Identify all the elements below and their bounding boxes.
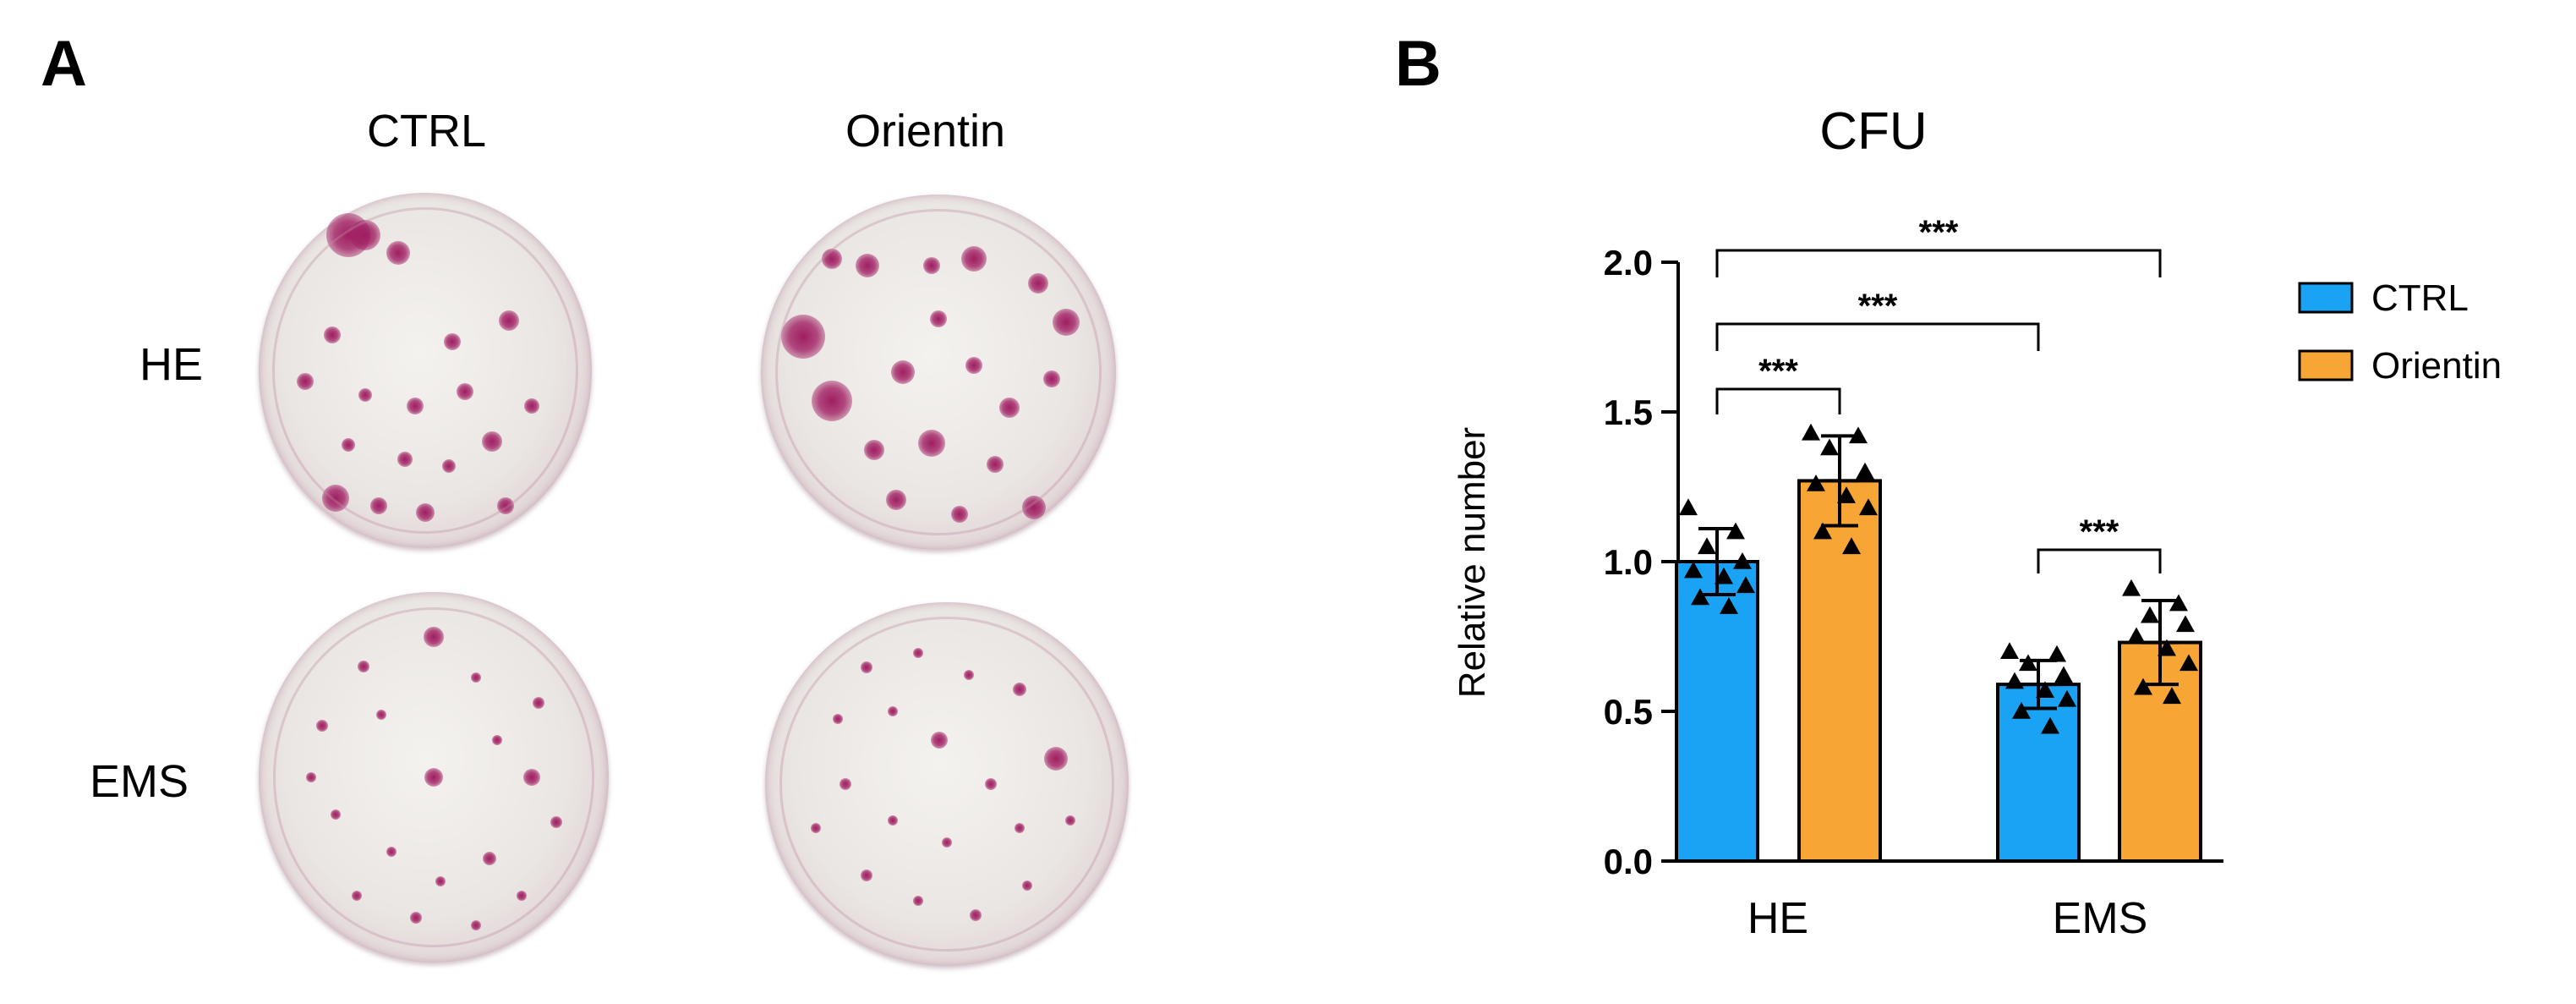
data-point: [1720, 597, 1738, 614]
significance-bracket: [1715, 387, 1841, 414]
x-category-label: HE: [1747, 894, 1808, 943]
panel-a-letter: A: [41, 28, 87, 100]
legend-label-ctrl: CTRL: [2371, 277, 2469, 319]
significance-label: ***: [1919, 214, 1959, 251]
chart-title: CFU: [1819, 102, 1927, 161]
data-point: [1733, 552, 1752, 569]
data-point: [1820, 438, 1839, 456]
data-point: [2054, 666, 2073, 683]
data-point: [1684, 561, 1703, 579]
data-point: [1856, 462, 1874, 480]
data-point: [2005, 672, 2024, 689]
data-point: [2012, 702, 2031, 719]
petri-dish-he-orientin: [761, 195, 1116, 550]
data-point: [2019, 654, 2037, 672]
panel-b-letter: B: [1395, 28, 1441, 100]
data-point: [2000, 642, 2019, 659]
petri-dish-ems-ctrl: [259, 592, 609, 963]
column-label-orientin: Orientin: [845, 106, 1006, 156]
y-tick-label: 0.5: [1604, 692, 1653, 732]
data-point: [2036, 681, 2054, 699]
data-point: [1813, 522, 1832, 540]
data-point: [1715, 567, 1733, 584]
row-label-ems: EMS: [90, 756, 189, 807]
x-category-label: EMS: [2053, 894, 2148, 943]
data-point: [2141, 606, 2159, 623]
data-point: [2163, 687, 2181, 705]
significance-bracket: [1715, 322, 2040, 351]
data-point: [1802, 423, 1820, 441]
data-point: [1679, 498, 1698, 516]
data-point: [1726, 522, 1745, 540]
data-point: [2058, 689, 2076, 707]
data-point: [2127, 627, 2146, 645]
significance-label: ***: [1758, 353, 1798, 390]
y-tick-label: 0.0: [1604, 842, 1653, 881]
data-point: [2134, 678, 2152, 695]
y-axis-label: Relative number: [1452, 427, 1493, 698]
data-point: [2122, 579, 2141, 596]
significance-bracket: [2037, 548, 2162, 573]
data-point: [1691, 588, 1709, 606]
column-label-ctrl: CTRL: [367, 106, 487, 156]
data-point: [2169, 594, 2188, 612]
data-point: [2158, 639, 2176, 656]
bar-orientin-he: [1797, 479, 1882, 863]
data-point: [2048, 645, 2066, 662]
y-tick-label: 1.5: [1604, 392, 1653, 432]
row-label-he: HE: [139, 339, 204, 390]
legend-swatch-ctrl: [2298, 282, 2354, 314]
petri-dish-ems-orientin: [765, 602, 1129, 966]
data-point: [2179, 654, 2198, 672]
significance-label: ***: [1858, 288, 1898, 325]
data-point: [1842, 537, 1861, 555]
y-tick-label: 1.0: [1604, 542, 1653, 582]
data-point: [1837, 486, 1856, 503]
significance-bracket: [1715, 249, 2162, 277]
data-point: [1807, 474, 1825, 491]
legend-swatch-orientin: [2298, 349, 2354, 381]
data-point: [1859, 498, 1878, 516]
y-tick-label: 2.0: [1604, 243, 1653, 283]
petri-dish-he-ctrl: [259, 193, 592, 548]
data-point: [2041, 716, 2059, 734]
bar-ctrl-ems: [1996, 683, 2081, 864]
data-point: [2176, 615, 2195, 633]
bar-ctrl-he: [1675, 560, 1759, 863]
significance-label: ***: [2080, 513, 2119, 551]
legend-label-orientin: Orientin: [2371, 345, 2502, 387]
data-point: [1736, 576, 1755, 594]
data-point: [1698, 537, 1716, 555]
